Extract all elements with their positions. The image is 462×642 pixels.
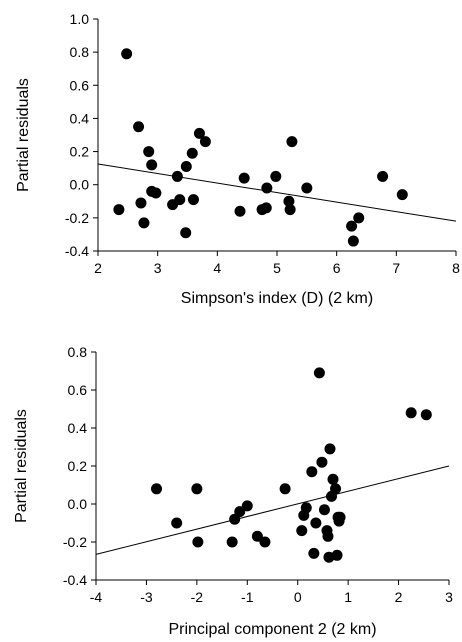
y-axis-label: Partial residuals [13,409,30,523]
data-point [377,170,389,182]
y-tick-label: 0.4 [68,420,88,436]
data-point [186,147,198,159]
data-point [180,227,192,239]
data-point [324,443,336,455]
y-tick-label: -0.2 [63,534,87,550]
data-point [308,547,320,559]
y-tick-label: -0.4 [65,243,89,259]
x-tick-label: 7 [392,260,400,276]
y-tick-label: 0.8 [70,44,90,60]
x-tick-label: -4 [90,589,103,605]
data-point [191,483,203,495]
data-point [226,536,238,548]
y-tick-label: 0.6 [68,382,88,398]
data-point [234,506,246,518]
trend-line [95,465,450,555]
x-tick-label: -2 [191,589,204,605]
data-point [334,511,346,523]
y-tick-label: 0.0 [70,177,90,193]
y-tick-label: 0.8 [68,344,88,360]
data-point [310,517,322,529]
x-tick-label: 0 [294,589,302,605]
data-point [346,220,358,232]
data-point [151,483,163,495]
data-point [316,456,328,468]
y-tick-label: -0.2 [65,210,89,226]
data-point [353,212,365,224]
data-point [146,159,158,171]
data-point [347,235,359,247]
x-axis-label: Simpson's index (D) (2 km) [181,290,373,307]
y-tick-label: 0.6 [70,77,90,93]
data-point [261,182,273,194]
data-point [251,530,263,542]
data-point [327,473,339,485]
x-axis-label: Principal component 2 (2 km) [168,621,376,638]
data-point [171,170,183,182]
data-point [318,504,330,516]
data-point [187,194,199,206]
y-tick-label: 0.2 [68,458,88,474]
data-point [330,483,342,495]
y-tick-label: 1.0 [70,11,90,27]
data-point [234,205,246,217]
data-point [396,189,408,201]
data-point [192,536,204,548]
x-tick-label: 6 [333,260,341,276]
data-point [405,407,417,419]
y-tick-label: 0.2 [70,144,90,160]
data-point [313,367,325,379]
x-tick-label: -3 [140,589,153,605]
data-point [171,517,183,529]
data-point [259,536,271,548]
data-point [121,48,133,60]
data-point [279,483,291,495]
y-tick-label: 0.0 [68,496,88,512]
data-point [133,121,145,133]
data-point [150,187,162,199]
data-point [241,500,253,512]
data-point [286,136,298,148]
data-point [331,549,343,561]
x-tick-label: 5 [273,260,281,276]
y-axis-label: Partial residuals [15,78,32,192]
data-point [284,204,296,216]
data-point [193,127,205,139]
y-tick-label: -0.4 [63,572,87,588]
data-point [270,170,282,182]
data-point [143,146,155,158]
data-point [113,204,125,216]
trend-line [97,163,457,222]
data-point [420,409,432,421]
y-tick-label: 0.4 [70,110,90,126]
x-tick-label: 8 [452,260,460,276]
x-tick-label: 2 [94,260,102,276]
x-tick-label: 1 [344,589,352,605]
data-point [174,194,186,206]
data-point [138,217,150,229]
chart-simpsons-index: -0.4 -0.2 0.0 0.2 0.4 0.6 0.8 1.0 2 3 4 5 6 7 8 Simpson… [15,11,460,307]
data-point [306,466,318,478]
x-tick-label: 3 [154,260,162,276]
data-point [283,195,295,207]
data-point [199,136,211,148]
data-point [300,502,312,514]
data-point [135,197,147,209]
x-tick-label: -1 [241,589,254,605]
data-point [301,182,313,194]
x-tick-label: 3 [445,589,453,605]
chart-principal-component-2: -0.4 -0.2 0.0 0.2 0.4 0.6 0.8 -4 -3 -2 -1 0 1 2 3 Princ… [13,344,453,638]
data-point [260,202,272,214]
x-tick-label: 2 [395,589,403,605]
data-point [322,530,334,542]
x-tick-label: 4 [213,260,221,276]
data-point [238,172,250,184]
data-point [296,525,308,537]
data-point [180,160,192,172]
